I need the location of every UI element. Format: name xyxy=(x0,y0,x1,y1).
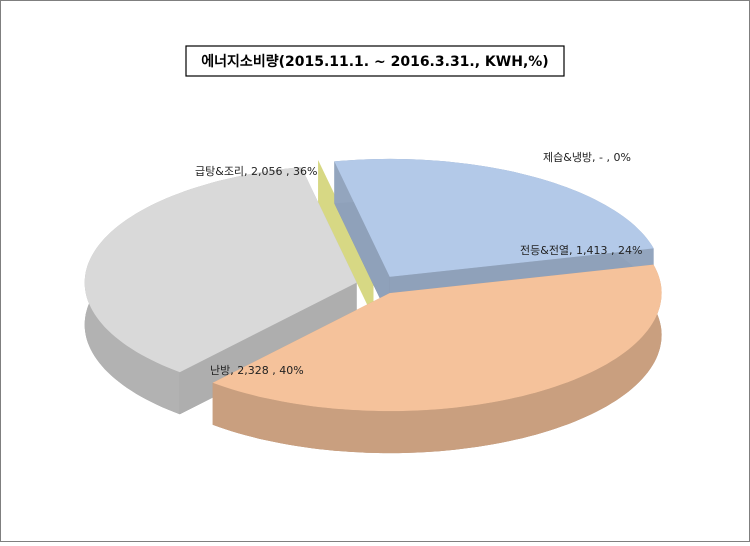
data-label: 제습&냉방, - , 0% xyxy=(543,151,631,164)
data-label: 급탕&조리, 2,056 , 36% xyxy=(195,165,317,178)
data-label: 전등&전열, 1,413 , 24% xyxy=(520,244,642,257)
slice xyxy=(334,158,654,277)
slice-wall xyxy=(212,264,662,454)
chart-title: 에너지소비량(2015.11.1. ~ 2016.3.31., KWH,%) xyxy=(201,54,548,70)
title-box xyxy=(185,45,565,77)
pie xyxy=(84,158,662,454)
slice-side xyxy=(318,160,374,318)
slice xyxy=(84,167,357,373)
slice xyxy=(212,264,662,412)
data-label: 난방, 2,328 , 40% xyxy=(210,364,304,377)
